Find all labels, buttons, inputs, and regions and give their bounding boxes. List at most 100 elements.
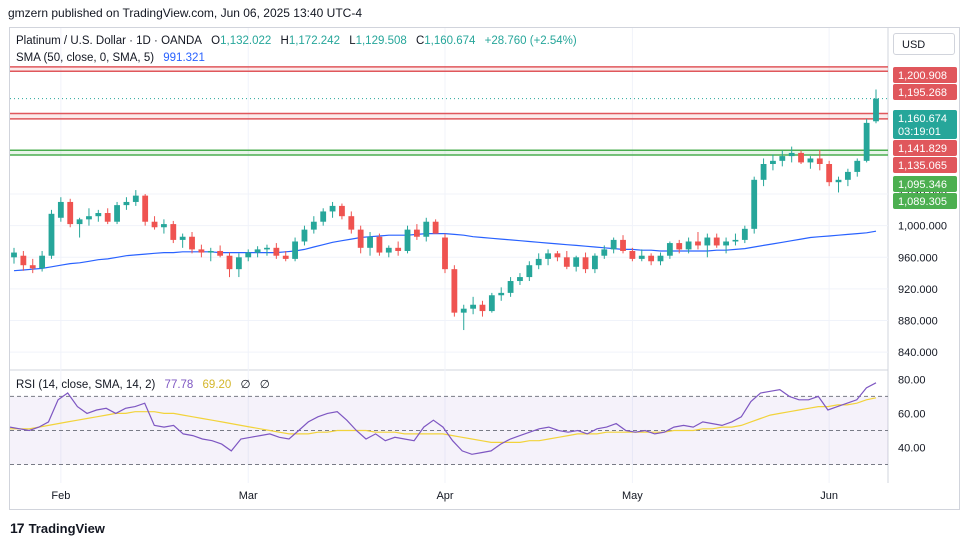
horizontal-levels: [10, 66, 888, 156]
candle-body: [723, 241, 729, 246]
price-tick-label: 960.000: [898, 252, 938, 264]
candle-body: [76, 219, 83, 225]
candle-body: [198, 249, 205, 253]
candle-body: [132, 195, 139, 202]
price-label-box-countdown: [893, 123, 957, 139]
candle-body: [779, 156, 786, 161]
candle-body: [404, 229, 411, 251]
rsi-sma-value: 69.20: [202, 379, 232, 391]
candle-body: [226, 255, 233, 270]
candle-body: [320, 211, 327, 222]
candle-body: [816, 158, 823, 164]
tradingview-logo[interactable]: 17 TradingView: [10, 520, 105, 536]
currency-button[interactable]: USD: [893, 33, 955, 55]
candle-body: [161, 224, 167, 228]
candle-body: [460, 308, 467, 313]
close-value: 1,160.674: [424, 35, 476, 47]
price-label-box-resistance: [893, 157, 957, 173]
candle-body: [413, 229, 420, 237]
candle-body: [451, 269, 458, 313]
candle-body: [470, 304, 477, 309]
price-axis: 840.000 880.000 920.000 960.000 1,000.000 1,0…: [893, 67, 957, 359]
candle-body: [442, 237, 448, 270]
candle-body: [573, 257, 580, 267]
candle-body: [517, 277, 523, 282]
high-label: H: [280, 35, 289, 47]
candle-body: [620, 239, 626, 251]
symbol-name: Platinum / U.S. Dollar · 1D · OANDA: [16, 35, 202, 47]
candle-body: [57, 201, 64, 218]
rsi-value: 77.78: [164, 379, 194, 391]
price-tick-label: 920.000: [898, 284, 938, 296]
candle-body: [104, 213, 111, 222]
candle-body: [217, 250, 224, 256]
candle-body: [554, 253, 561, 258]
candle-body: [189, 236, 195, 250]
sma-legend: SMA (50, close, 0, SMA, 5) 991.321: [16, 52, 211, 64]
candle-body: [741, 228, 748, 240]
price-label-resistance: 1,135.065: [898, 160, 947, 172]
candle-body: [788, 152, 795, 157]
candle-body: [610, 239, 617, 250]
candle-body: [357, 229, 364, 248]
month-label: Mar: [239, 490, 258, 502]
price-tick-label: 880.000: [898, 316, 938, 328]
time-axis: Feb Mar Apr May Jun: [51, 490, 838, 502]
level-band: [10, 66, 888, 72]
tradingview-brand: TradingView: [28, 520, 105, 536]
month-label: May: [622, 490, 643, 502]
candle-body: [395, 247, 402, 251]
open-label: O: [211, 35, 221, 47]
rsi-tick-label: 80.00: [898, 374, 926, 386]
candle-body: [245, 252, 252, 258]
candles: [11, 89, 879, 331]
candle-body: [339, 205, 345, 217]
candle-body: [854, 160, 861, 172]
candle-body: [601, 249, 608, 256]
symbol-legend: Platinum / U.S. Dollar · 1D · OANDA O 1,1…: [16, 35, 583, 47]
candle-body: [142, 195, 149, 222]
rsi-pane: 40.00 60.00 80.00: [9, 374, 926, 465]
candle-body: [273, 247, 280, 256]
rsi-tick-label: 60.00: [898, 408, 926, 420]
candle-body: [432, 221, 439, 234]
candle-body: [863, 122, 870, 161]
candle-body: [545, 253, 551, 259]
candle-body: [526, 265, 533, 278]
candle-body: [254, 249, 261, 253]
price-label-box-resistance: [893, 84, 957, 100]
candle-body: [760, 164, 767, 180]
candle-body: [376, 236, 383, 253]
candle-body: [329, 205, 336, 212]
tradingview-logo-icon: 17: [10, 520, 25, 536]
candle-body: [582, 257, 589, 270]
candle-body: [676, 243, 683, 250]
candle-body: [301, 229, 308, 242]
candle-body: [348, 216, 355, 230]
candle-body: [844, 171, 851, 180]
month-label: Feb: [51, 490, 70, 502]
price-label-countdown: 03:19:01: [898, 126, 941, 138]
rsi-extra-2: ∅: [259, 379, 270, 391]
sma-value: 991.321: [163, 52, 205, 64]
price-label-resistance: 1,195.268: [898, 87, 947, 99]
sma-label: SMA (50, close, 0, SMA, 5): [16, 52, 155, 64]
price-label-support: 1,089.305: [898, 196, 947, 208]
candle-body: [732, 239, 739, 242]
chart-container[interactable]: [9, 27, 960, 510]
rsi-sma-path: [10, 397, 877, 443]
candle-body: [535, 258, 542, 266]
candle-body: [770, 160, 776, 164]
candle-body: [179, 236, 186, 240]
price-label-box-resistance: [893, 67, 957, 83]
candle-body: [385, 247, 392, 253]
candle-body: [235, 257, 242, 270]
candle-body: [826, 164, 833, 183]
candle-body: [282, 255, 289, 259]
candle-body: [114, 205, 120, 222]
candle-body: [657, 255, 664, 262]
candle-body: [751, 179, 758, 229]
candle-body: [563, 257, 570, 267]
candle-body: [170, 224, 177, 240]
